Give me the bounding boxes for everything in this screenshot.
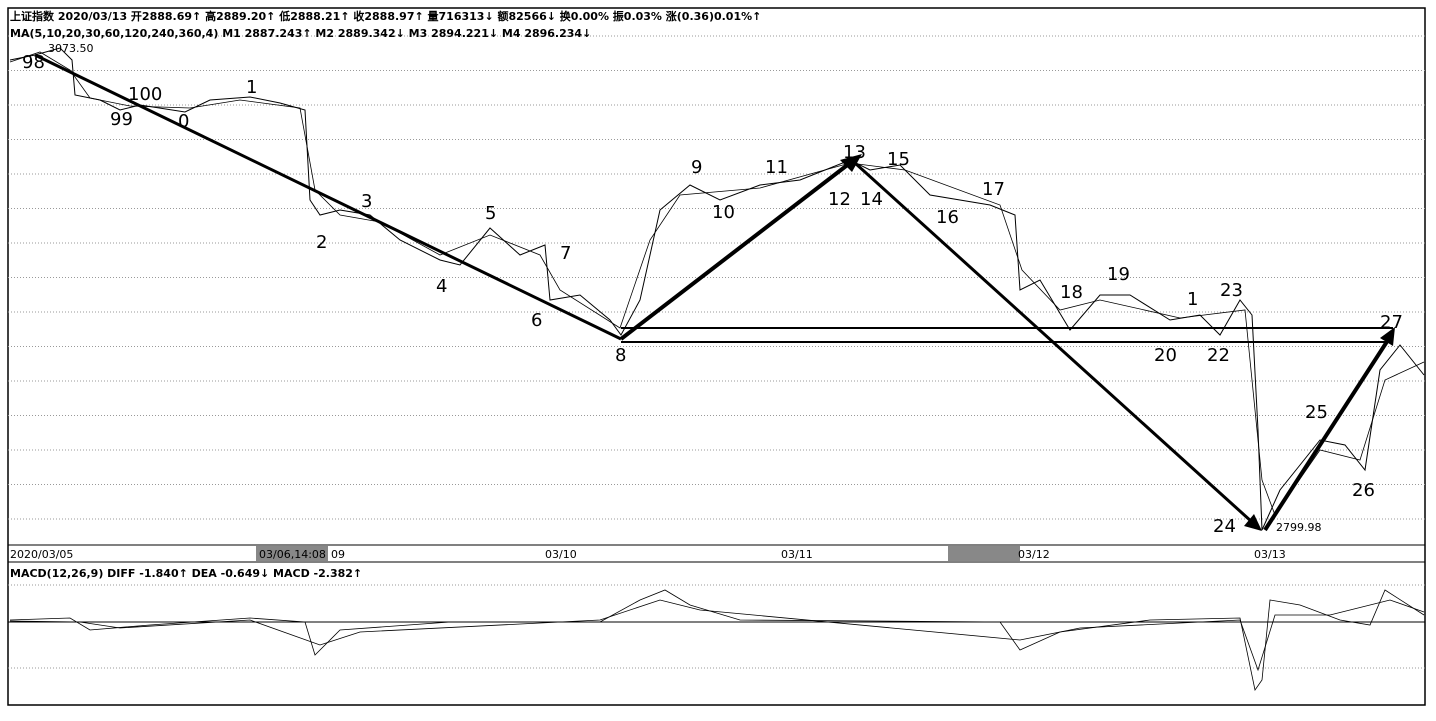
wave-label: 17 xyxy=(982,179,1005,200)
wave-label: 5 xyxy=(485,203,496,224)
wave-label: 23 xyxy=(1220,280,1243,301)
wave-label: 27 xyxy=(1380,312,1403,333)
wave-label: 13 xyxy=(843,142,866,163)
wave-label: 1 xyxy=(246,77,257,98)
wave-label: 6 xyxy=(531,310,542,331)
wave-label: 22 xyxy=(1207,345,1230,366)
wave-label: 3 xyxy=(361,191,372,212)
cursor-date-box xyxy=(256,546,328,561)
x-axis-label: 03/10 xyxy=(545,548,577,561)
wave-label: 100 xyxy=(128,84,162,105)
price-curve xyxy=(9,47,1425,531)
x-axis-label: 09 xyxy=(331,548,345,561)
wave-label: 4 xyxy=(436,276,447,297)
macd-dea xyxy=(9,599,1425,672)
wave-label: 24 xyxy=(1213,516,1236,537)
x-axis-label: 03/11 xyxy=(781,548,813,561)
wave-label: 15 xyxy=(887,149,910,170)
wave-label: 26 xyxy=(1352,480,1375,501)
grid xyxy=(8,35,1425,669)
frame xyxy=(7,7,1426,706)
arrow-head xyxy=(1380,327,1395,346)
wave-label: 20 xyxy=(1154,345,1177,366)
ma-curve xyxy=(9,51,1425,516)
wave-label: 10 xyxy=(712,202,735,223)
arrow-head xyxy=(1244,514,1262,531)
x-axis-label: 03/13 xyxy=(1254,548,1286,561)
wave-label: 18 xyxy=(1060,282,1083,303)
wave-label: 14 xyxy=(860,189,883,210)
wave-label: 8 xyxy=(615,345,626,366)
ma-line: MA(5,10,20,30,60,120,240,360,4) M1 2887.… xyxy=(10,27,591,40)
trend-arrow xyxy=(619,161,852,341)
macd-line: MACD(12,26,9) DIFF -1.840↑ DEA -0.649↓ M… xyxy=(10,567,362,580)
wave-label: 99 xyxy=(110,109,133,130)
wave-label: 19 xyxy=(1107,264,1130,285)
trend-arrow xyxy=(1263,338,1390,532)
wave-label: 11 xyxy=(765,157,788,178)
wave-label: 9 xyxy=(691,157,702,178)
scroll-thumb xyxy=(948,546,1020,561)
arrow-head xyxy=(840,154,862,172)
quote-line: 上证指数 2020/03/13 开2888.69↑ 高2889.20↑ 低288… xyxy=(10,9,761,23)
wave-label: 7 xyxy=(560,243,571,264)
wave-label: 16 xyxy=(936,207,959,228)
wave-label: 12 xyxy=(828,189,851,210)
x-axis-label: 03/12 xyxy=(1018,548,1050,561)
wave-label: 25 xyxy=(1305,402,1328,423)
wave-label: 98 xyxy=(22,52,45,73)
wave-label: 1 xyxy=(1187,289,1198,310)
wave-label: 2 xyxy=(316,232,327,253)
low-price-label: 2799.98 xyxy=(1276,521,1322,534)
macd-diff xyxy=(9,589,1425,691)
x-axis-label: 2020/03/05 xyxy=(10,548,73,561)
trend-arrow xyxy=(853,161,1254,524)
trend-arrow xyxy=(34,53,622,341)
x-axis-label: 03/06,14:08 xyxy=(259,548,326,561)
wave-label: 0 xyxy=(178,111,189,132)
high-price-label: 3073.50 xyxy=(48,42,94,55)
